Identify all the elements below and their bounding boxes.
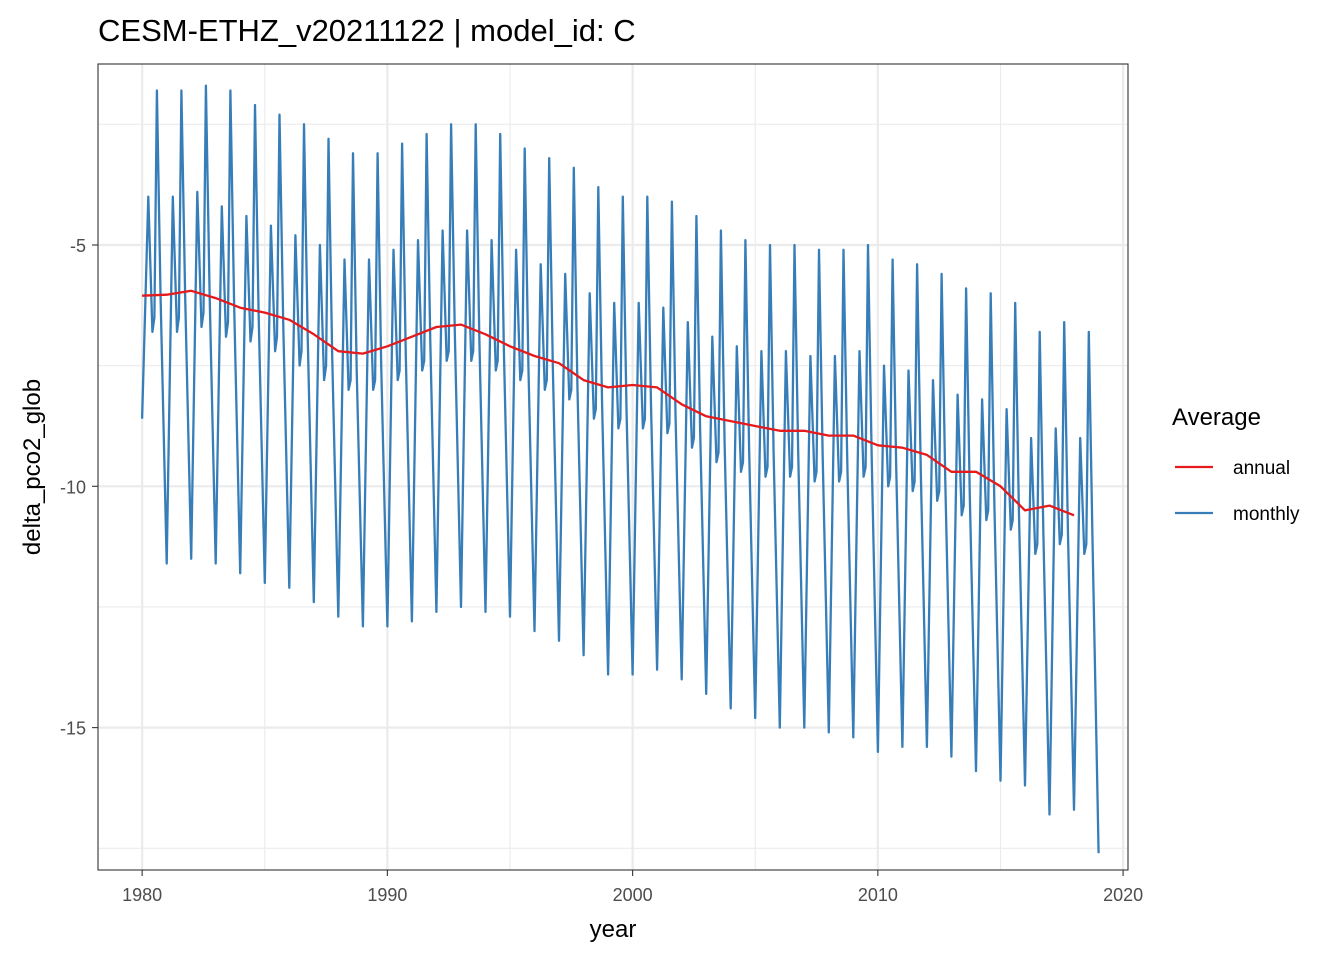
x-axis: 1980 1990 2000 2010 2020 (122, 870, 1143, 905)
x-tick-label: 1990 (367, 885, 407, 905)
x-axis-title: year (590, 916, 637, 943)
legend-label-monthly: monthly (1233, 504, 1300, 525)
plot-panel (98, 64, 1128, 870)
chart-title: CESM-ETHZ_v20211122 | model_id: C (98, 13, 636, 48)
y-axis-title: delta_pco2_glob (19, 379, 46, 555)
y-tick-label: -5 (70, 236, 86, 256)
legend-entries: annual monthly (1175, 458, 1300, 525)
legend-title: Average (1172, 404, 1261, 431)
series-line-annual (142, 289, 1075, 517)
y-axis: -5 -10 -15 (60, 236, 98, 739)
x-tick-label: 2000 (613, 885, 653, 905)
y-tick-label: -15 (60, 719, 86, 739)
x-tick-label: 1980 (122, 885, 162, 905)
x-tick-label: 2010 (858, 885, 898, 905)
x-tick-label: 2020 (1103, 885, 1143, 905)
series-layer (140, 84, 1100, 854)
y-tick-label: -10 (60, 477, 86, 497)
plot-border (97, 63, 1129, 871)
series-line-monthly (140, 84, 1100, 854)
legend-label-annual: annual (1233, 458, 1290, 479)
legend: Average annual monthly (1172, 404, 1300, 525)
